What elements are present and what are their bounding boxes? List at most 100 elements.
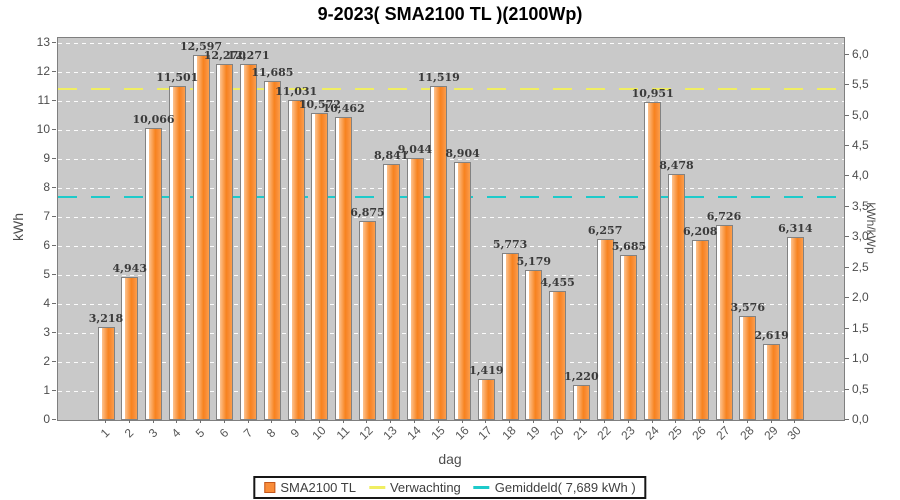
y-tick-label-left: 1 <box>43 383 50 397</box>
x-axis-tick <box>651 420 653 423</box>
x-axis-tick <box>770 420 772 423</box>
x-axis-tick <box>342 420 344 423</box>
bar-day-20 <box>549 290 567 420</box>
x-axis-tick <box>105 420 106 423</box>
x-axis-tick <box>295 420 297 423</box>
y-tick-label-right: 3,5 <box>852 198 869 213</box>
gridline <box>58 188 844 189</box>
legend-verwachting-line-icon <box>368 486 385 489</box>
bar-day-14 <box>406 157 424 420</box>
y-axis-tick-right <box>845 205 849 207</box>
x-axis-tick <box>509 420 511 423</box>
y-axis-tick-right <box>845 327 849 329</box>
y-axis-tick-right <box>845 297 849 299</box>
bar-value-label: 3,576 <box>730 301 765 315</box>
y-tick-label-right: 3,0 <box>852 229 869 244</box>
gridline <box>58 391 844 392</box>
bar-day-21 <box>572 384 590 420</box>
legend-label-series: SMA2100 TL <box>280 480 356 495</box>
bar-value-label: 5,685 <box>611 240 647 254</box>
bar-day-15 <box>430 85 448 420</box>
x-axis-title: dag <box>438 451 462 467</box>
bar-value-label: 11,685 <box>251 66 294 80</box>
bar-day-18 <box>501 252 519 420</box>
y-tick-label-left: 9 <box>43 151 50 165</box>
y-tick-label-left: 6 <box>43 238 50 252</box>
bar-day-17 <box>477 378 495 420</box>
y-tick-label-left: 8 <box>43 180 50 194</box>
gridline <box>58 130 844 131</box>
bar-value-label: 11,031 <box>275 85 318 99</box>
y-axis-tick-right <box>845 114 849 116</box>
bar-day-10 <box>311 113 329 420</box>
y-tick-label-left: 10 <box>36 122 50 136</box>
bar-day-12 <box>358 220 376 420</box>
gridline <box>58 43 844 44</box>
y-tick-label-right: 5,5 <box>852 77 869 92</box>
bar-value-label: 2,619 <box>754 329 789 343</box>
bar-value-label: 8,904 <box>445 146 480 160</box>
bar-value-label: 5,773 <box>492 237 528 251</box>
bar-value-label: 4,455 <box>540 275 575 289</box>
bar-day-24 <box>644 102 662 420</box>
legend-item-verwachting: Verwachting <box>368 480 461 495</box>
bar-value-label: 6,875 <box>350 205 385 219</box>
bar-day-4 <box>168 86 186 420</box>
x-axis-tick <box>414 420 415 423</box>
y-axis-tick-left <box>52 303 56 304</box>
bar-value-label: 10,572 <box>298 98 341 112</box>
legend-item-series: SMA2100 TL <box>264 480 356 495</box>
bar-day-6 <box>216 64 234 420</box>
bar-day-11 <box>335 116 353 420</box>
bar-value-label: 8,478 <box>659 159 694 173</box>
y-axis-tick-left <box>52 187 56 188</box>
bar-day-30 <box>786 236 804 420</box>
y-axis-tick-left <box>52 42 56 43</box>
y-tick-label-right: 4,0 <box>852 168 869 183</box>
bar-value-label: 6,257 <box>587 223 623 237</box>
bar-day-23 <box>620 255 638 420</box>
gridline <box>58 217 844 218</box>
bar-value-label: 9,044 <box>397 142 433 156</box>
y-axis-tick-left <box>52 361 56 362</box>
x-axis-tick <box>699 420 701 423</box>
y-axis-tick-right <box>845 53 849 55</box>
bar-day-25 <box>667 174 685 420</box>
x-axis-tick <box>746 420 748 423</box>
bar-day-8 <box>263 81 281 420</box>
bar-value-label: 6,314 <box>778 221 813 235</box>
y-tick-label-right: 2,5 <box>852 259 869 274</box>
y-axis-tick-right <box>845 175 849 177</box>
y-axis-tick-left <box>52 71 56 72</box>
y-tick-label-right: 4,5 <box>852 137 869 152</box>
bar-value-label: 10,462 <box>322 101 365 115</box>
gridline <box>58 275 844 276</box>
refline-gemiddeld <box>58 196 844 199</box>
y-axis-tick-right <box>845 358 849 360</box>
refline-verwachting <box>58 87 844 90</box>
x-axis-tick <box>556 420 558 423</box>
x-axis-tick <box>152 420 154 423</box>
y-tick-label-right: 0,0 <box>852 412 869 426</box>
bar-value-label: 6,726 <box>706 209 742 223</box>
y-axis-tick-left <box>52 100 56 101</box>
bar-day-29 <box>763 344 781 420</box>
x-axis-tick <box>318 420 320 423</box>
legend-label-verwachting: Verwachting <box>389 480 461 495</box>
x-axis-tick <box>128 420 130 423</box>
bar-day-22 <box>596 238 614 420</box>
bar-day-28 <box>739 316 757 420</box>
bar-day-13 <box>382 163 400 420</box>
legend-bar-swatch-icon <box>264 482 276 493</box>
legend: SMA2100 TL Verwachting Gemiddeld( 7,689 … <box>253 476 647 499</box>
plot-area: 3,218 4,943 10,066 11,501 12,597 12,270 12,271… <box>57 37 845 421</box>
gridline <box>58 333 844 334</box>
bar-day-9 <box>287 100 305 420</box>
bar-day-5 <box>192 54 210 420</box>
bar-value-label: 6,208 <box>683 224 718 238</box>
x-axis-tick <box>390 420 392 423</box>
y-axis-tick-left <box>52 332 56 333</box>
y-axis-tick-right <box>845 388 849 390</box>
bar-value-label: 11,501 <box>156 71 199 85</box>
